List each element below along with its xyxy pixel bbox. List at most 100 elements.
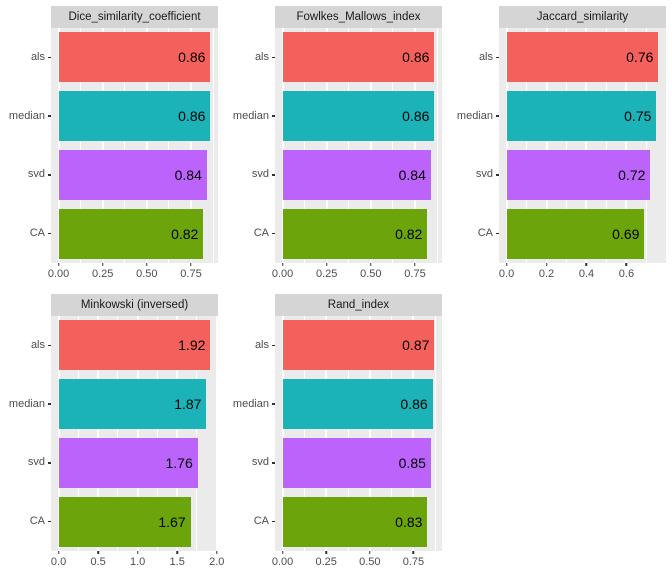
- grid-minor-line: [80, 28, 82, 263]
- facet-minkowski-inversed: Minkowski (inversed) als median svd CA 1.92 1.…: [0, 288, 224, 576]
- x-tick-mark: [325, 551, 327, 554]
- grid-major-line: [145, 28, 148, 263]
- empty-cell: [448, 288, 672, 576]
- y-axis-label-svd: svd: [475, 168, 493, 181]
- bar-value-label: 1.76: [165, 454, 193, 471]
- facet-dice-similarity-coefficient: Dice_similarity_coefficient als median svd C…: [0, 0, 224, 288]
- bar-als: 0.86: [58, 32, 211, 83]
- bar-row-CA: 0.69: [499, 204, 666, 263]
- bars-layer: 0.86 0.86 0.84 0.82: [275, 28, 442, 263]
- y-axis-row-CA: CA: [0, 204, 51, 263]
- y-tick-mark: [272, 344, 275, 347]
- bar-value-label: 0.84: [398, 166, 426, 183]
- grid-major-line: [585, 28, 588, 263]
- grid-minor-line: [303, 316, 305, 551]
- x-axis: 0.0 0.5 1.0 1.5 2.0: [51, 551, 224, 576]
- facet-title: Jaccard_similarity: [536, 11, 629, 23]
- y-axis: als median svd CA: [0, 28, 51, 263]
- y-tick-mark: [496, 115, 499, 117]
- y-tick-mark: [48, 403, 51, 405]
- y-axis-label-CA: CA: [29, 515, 45, 528]
- grid-major-line: [57, 28, 60, 263]
- bar-value-label: 0.82: [395, 225, 423, 242]
- y-axis-label-als: als: [254, 338, 269, 351]
- y-tick-mark: [48, 344, 51, 347]
- bar-row-median: 0.75: [499, 87, 666, 146]
- grid-minor-line: [168, 28, 170, 263]
- grid-major-line: [545, 28, 548, 263]
- x-tick-mark: [585, 263, 588, 266]
- x-tick-label: 0.50: [136, 268, 158, 280]
- bar-value-label: 0.86: [178, 108, 206, 125]
- x-tick-mark: [190, 263, 192, 266]
- y-axis-label-als: als: [30, 338, 45, 351]
- bar-row-median: 0.86: [51, 87, 218, 146]
- bar-median: 0.86: [58, 91, 211, 142]
- grid-major-line: [412, 316, 415, 551]
- bar-als: 0.87: [282, 320, 435, 371]
- facet-fowlkes-mallows-index: Fowlkes_Mallows_index als median svd CA 0.86 0…: [224, 0, 448, 288]
- y-tick-mark: [48, 56, 51, 59]
- bar-value-label: 0.86: [402, 108, 430, 125]
- grid-major-line: [57, 316, 60, 551]
- x-tick-mark: [176, 551, 178, 554]
- bar-row-svd: 0.84: [51, 146, 218, 205]
- facet-title: Dice_similarity_coefficient: [68, 11, 201, 23]
- y-axis-row-median: median: [0, 375, 51, 434]
- y-axis-row-CA: CA: [0, 492, 51, 551]
- y-axis-row-median: median: [0, 87, 51, 146]
- y-tick-mark: [496, 174, 499, 176]
- grid-major-line: [325, 316, 328, 551]
- bar-value-label: 0.69: [612, 225, 640, 242]
- bar-row-CA: 1.67: [51, 492, 218, 551]
- grid-minor-line: [605, 28, 607, 263]
- y-tick-mark: [496, 232, 499, 235]
- bar-value-label: 0.86: [400, 396, 428, 413]
- bar-svd: 0.84: [58, 149, 207, 200]
- bar-row-als: 0.76: [499, 28, 666, 87]
- y-axis-row-svd: svd: [0, 146, 51, 205]
- grid-minor-line: [124, 28, 126, 263]
- y-axis-label-als: als: [478, 50, 493, 63]
- grid-major-line: [368, 316, 371, 551]
- grid-minor-line: [117, 316, 119, 551]
- y-tick-mark: [272, 232, 275, 235]
- x-tick-mark: [369, 551, 371, 554]
- bar-value-label: 0.83: [395, 513, 423, 530]
- x-tick-mark: [370, 263, 372, 266]
- bar-svd: 1.76: [58, 437, 198, 488]
- bars-layer: 0.86 0.86 0.84 0.82: [51, 28, 218, 263]
- x-tick-mark: [215, 551, 218, 554]
- x-tick-mark: [57, 263, 60, 266]
- grid-minor-line: [304, 28, 306, 263]
- x-tick-mark: [505, 263, 508, 266]
- y-axis-row-median: median: [224, 375, 275, 434]
- x-axis: 0.00 0.25 0.50 0.75: [48, 263, 218, 288]
- x-tick-label: 0.75: [404, 268, 426, 280]
- x-tick-mark: [57, 551, 60, 554]
- bar-row-als: 0.86: [275, 28, 442, 87]
- facet-jaccard-similarity: Jaccard_similarity als median svd CA 0.76 0.75…: [448, 0, 672, 288]
- bar-value-label: 0.72: [618, 166, 646, 183]
- bar-als: 1.92: [58, 320, 211, 371]
- x-tick-label: 0.50: [359, 556, 381, 568]
- bar-row-median: 0.86: [275, 87, 442, 146]
- bar-row-CA: 0.82: [51, 204, 218, 263]
- y-tick-mark: [496, 56, 499, 59]
- bar-CA: 0.82: [58, 208, 204, 259]
- bar-value-label: 0.85: [398, 454, 426, 471]
- grid-major-line: [136, 316, 139, 551]
- grid-minor-line: [392, 28, 394, 263]
- bar-CA: 0.83: [282, 496, 428, 547]
- x-axis: 0.00 0.25 0.50 0.75: [272, 551, 442, 576]
- x-tick-label: 0.50: [360, 268, 382, 280]
- y-axis-row-CA: CA: [448, 204, 499, 263]
- y-tick-mark: [48, 115, 51, 117]
- grid-minor-line: [566, 28, 568, 263]
- x-tick-label: 0.75: [180, 268, 202, 280]
- grid-major-line: [189, 28, 192, 263]
- x-tick-mark: [281, 263, 284, 266]
- bar-value-label: 0.82: [171, 225, 199, 242]
- bar-svd: 0.85: [282, 437, 431, 488]
- bar-svd: 0.84: [282, 149, 431, 200]
